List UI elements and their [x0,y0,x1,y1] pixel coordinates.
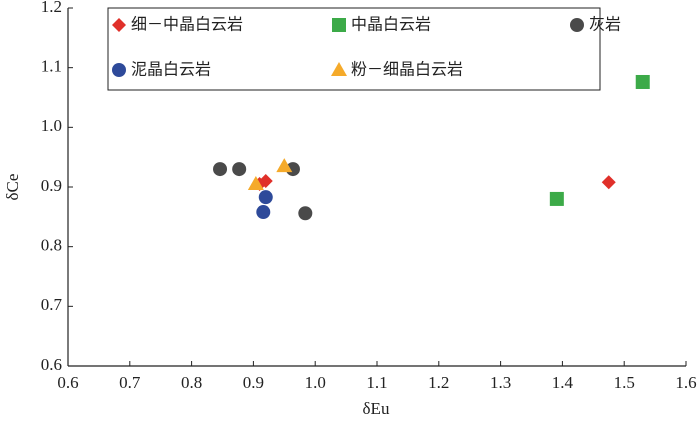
legend-box [107,7,601,91]
point [276,158,293,173]
point [549,191,564,206]
point [247,176,264,191]
x-tick-label: 0.7 [119,373,141,392]
x-tick-label: 1.6 [675,373,696,392]
x-tick-label: 0.6 [57,373,78,392]
x-tick-label: 0.9 [243,373,264,392]
legend-marker [331,62,347,76]
legend-marker [332,18,346,32]
x-tick-label: 1.2 [428,373,449,392]
x-tick-label: 1.0 [305,373,326,392]
y-tick-label: 1.2 [41,0,62,16]
legend-label: 泥晶白云岩 [131,60,211,79]
point [298,206,313,221]
point [601,175,616,190]
y-tick-label: 0.7 [41,295,63,314]
y-tick-label: 0.9 [41,176,62,195]
point [258,190,273,205]
x-tick-label: 1.1 [366,373,387,392]
y-axis-label: δCe [3,174,22,201]
legend-label: 粉－细晶白云岩 [351,60,463,79]
x-tick-label: 1.4 [552,373,574,392]
point [232,162,247,177]
point [213,162,228,177]
legend-marker [570,18,584,32]
y-tick-label: 0.6 [41,355,62,374]
legend-label: 中晶白云岩 [351,15,431,34]
x-tick-label: 1.5 [614,373,635,392]
point [285,162,300,177]
point [258,174,273,189]
legend-label: 细－中晶白云岩 [131,15,243,34]
legend-marker [112,18,126,32]
y-tick-label: 0.8 [41,236,62,255]
x-axis-label: δEu [363,399,390,418]
legend-marker [112,63,126,77]
x-tick-label: 1.3 [490,373,511,392]
y-tick-label: 1.0 [41,116,62,135]
y-tick-label: 1.1 [41,57,62,76]
legend-label: 灰岩 [589,15,621,34]
point [256,205,271,220]
point [635,74,650,89]
x-tick-label: 0.8 [181,373,202,392]
